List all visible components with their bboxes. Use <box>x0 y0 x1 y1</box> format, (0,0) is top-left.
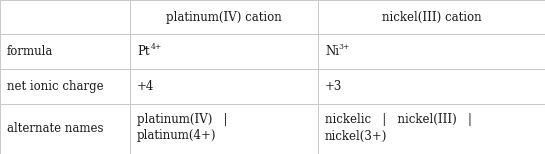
Bar <box>0 0 130 34</box>
Text: +3: +3 <box>325 80 342 93</box>
Text: Pt: Pt <box>137 45 149 58</box>
Text: formula: formula <box>7 45 53 58</box>
Text: Ni: Ni <box>325 45 339 58</box>
Text: 4+: 4+ <box>151 43 162 51</box>
Text: 3+: 3+ <box>338 43 349 51</box>
Text: nickel(3+): nickel(3+) <box>325 130 387 142</box>
Bar <box>318 34 545 69</box>
Text: platinum(4+): platinum(4+) <box>137 130 216 142</box>
Text: platinum(IV) cation: platinum(IV) cation <box>166 10 282 24</box>
Bar <box>130 34 318 69</box>
Text: net ionic charge: net ionic charge <box>7 80 104 93</box>
Bar <box>318 69 545 104</box>
Bar <box>0 34 130 69</box>
Text: platinum(IV)   |: platinum(IV) | <box>137 113 227 126</box>
Text: nickelic   |   nickel(III)   |: nickelic | nickel(III) | <box>325 113 472 126</box>
Bar <box>130 0 318 34</box>
Text: nickel(III) cation: nickel(III) cation <box>382 10 481 24</box>
Bar <box>130 69 318 104</box>
Bar <box>0 104 130 154</box>
Text: +4: +4 <box>137 80 154 93</box>
Bar <box>318 104 545 154</box>
Text: alternate names: alternate names <box>7 122 104 136</box>
Bar <box>0 69 130 104</box>
Bar <box>318 0 545 34</box>
Bar <box>130 104 318 154</box>
